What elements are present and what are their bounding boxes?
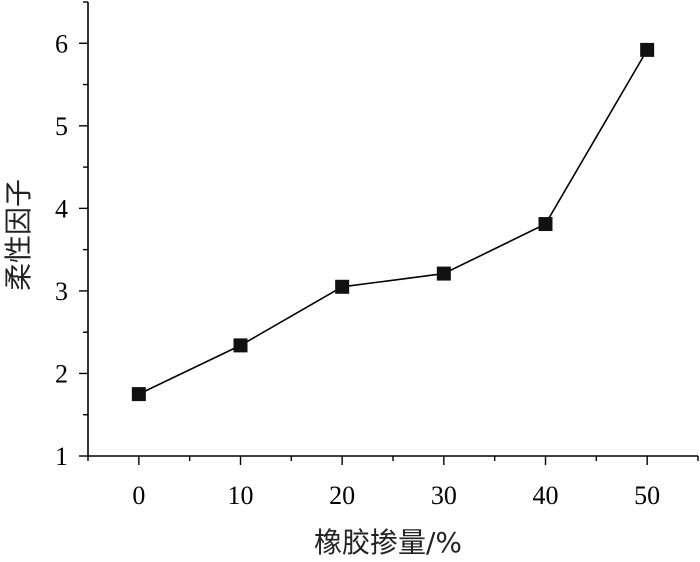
data-point-marker	[640, 42, 655, 57]
y-tick-label: 5	[55, 112, 68, 141]
ticks: 1 2 3 4 5 6 0 10 20 30 40 50	[55, 1, 699, 510]
x-tick-label: 30	[431, 481, 457, 510]
y-axis-title: 柔性因子	[2, 179, 35, 291]
x-axis-title: 橡胶掺量/%	[314, 526, 462, 559]
x-tick-label: 20	[329, 481, 355, 510]
y-tick-label: 6	[55, 29, 68, 58]
y-tick-label: 4	[55, 194, 68, 223]
data-point-marker	[233, 338, 248, 353]
x-tick-label: 50	[634, 481, 660, 510]
y-tick-label: 1	[55, 442, 68, 471]
y-tick-label: 3	[55, 277, 68, 306]
x-tick-label: 0	[132, 481, 145, 510]
data-point-marker	[131, 387, 146, 402]
axes	[87, 2, 698, 457]
data-point-marker	[436, 266, 451, 281]
y-tick-label: 2	[55, 359, 68, 388]
x-tick-label: 40	[533, 481, 559, 510]
series	[131, 42, 655, 402]
data-point-marker	[335, 279, 350, 294]
series-line	[138, 49, 648, 395]
data-point-marker	[538, 217, 553, 232]
x-tick-label: 10	[228, 481, 254, 510]
